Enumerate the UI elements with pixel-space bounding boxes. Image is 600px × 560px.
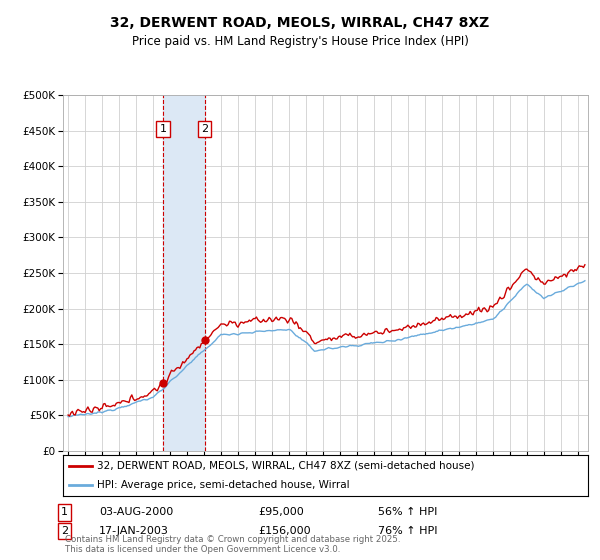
Text: £95,000: £95,000	[258, 507, 304, 517]
Text: 03-AUG-2000: 03-AUG-2000	[99, 507, 173, 517]
Text: 32, DERWENT ROAD, MEOLS, WIRRAL, CH47 8XZ (semi-detached house): 32, DERWENT ROAD, MEOLS, WIRRAL, CH47 8X…	[97, 461, 475, 471]
Text: 76% ↑ HPI: 76% ↑ HPI	[378, 526, 437, 536]
Text: Contains HM Land Registry data © Crown copyright and database right 2025.
This d: Contains HM Land Registry data © Crown c…	[65, 535, 400, 554]
Text: £156,000: £156,000	[258, 526, 311, 536]
Text: 1: 1	[160, 124, 166, 134]
Text: Price paid vs. HM Land Registry's House Price Index (HPI): Price paid vs. HM Land Registry's House …	[131, 35, 469, 48]
Text: 2: 2	[61, 526, 68, 536]
Text: 2: 2	[201, 124, 208, 134]
Bar	[163, 95, 205, 451]
Text: 56% ↑ HPI: 56% ↑ HPI	[378, 507, 437, 517]
Text: 32, DERWENT ROAD, MEOLS, WIRRAL, CH47 8XZ: 32, DERWENT ROAD, MEOLS, WIRRAL, CH47 8X…	[110, 16, 490, 30]
Text: HPI: Average price, semi-detached house, Wirral: HPI: Average price, semi-detached house,…	[97, 480, 350, 490]
Text: 1: 1	[61, 507, 68, 517]
Text: 17-JAN-2003: 17-JAN-2003	[99, 526, 169, 536]
